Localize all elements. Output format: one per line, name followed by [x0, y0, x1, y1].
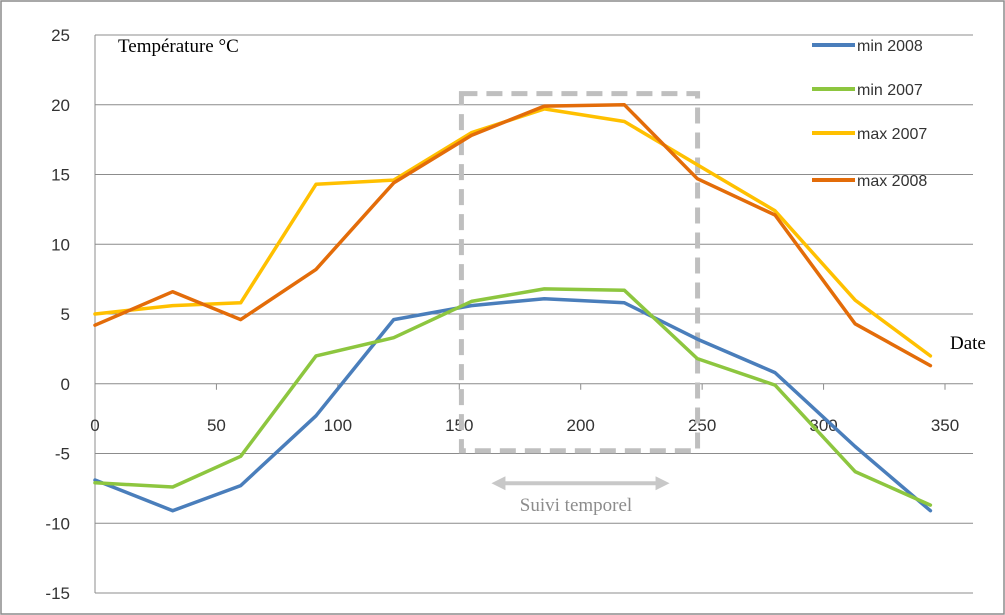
x-tick-label: 250: [688, 416, 716, 435]
series-line-min-2008: [93, 296, 933, 513]
x-tick-label: 200: [567, 416, 595, 435]
y-tick-label: 15: [51, 166, 70, 185]
x-tick-label: 50: [207, 416, 226, 435]
x-axis-label: Date: [950, 333, 986, 354]
annotations: [458, 91, 701, 491]
x-tick-label: 350: [931, 416, 959, 435]
highlight-box: [458, 91, 701, 454]
y-tick-label: 0: [61, 375, 70, 394]
legend-label: max 2008: [857, 173, 927, 190]
y-tick-label: -10: [45, 514, 70, 533]
x-tick-label: 100: [324, 416, 352, 435]
legend: min 2008 min 2007 max 2007 max 2008: [812, 38, 927, 190]
legend-label: min 2007: [857, 82, 923, 99]
annotation-label: Suivi temporel: [520, 495, 632, 516]
legend-label: max 2007: [857, 126, 927, 143]
series-line-max-2008: [93, 103, 933, 368]
y-tick-label: 5: [61, 305, 70, 324]
y-tick-label: 25: [51, 26, 70, 45]
y-tick-label: -5: [55, 445, 70, 464]
y-axis-label: Température °C: [118, 36, 239, 57]
y-tick-label: 10: [51, 235, 70, 254]
grid-lines: [95, 34, 973, 594]
arrow-head-left: [491, 476, 506, 491]
arrow-head-right: [655, 476, 670, 491]
y-tick-label: 20: [51, 96, 70, 115]
series-lines: [93, 103, 933, 513]
series-line-min-2007: [93, 287, 933, 507]
legend-label: min 2008: [857, 38, 923, 55]
y-tick-label: -15: [45, 584, 70, 603]
x-tick-label: 0: [90, 416, 99, 435]
